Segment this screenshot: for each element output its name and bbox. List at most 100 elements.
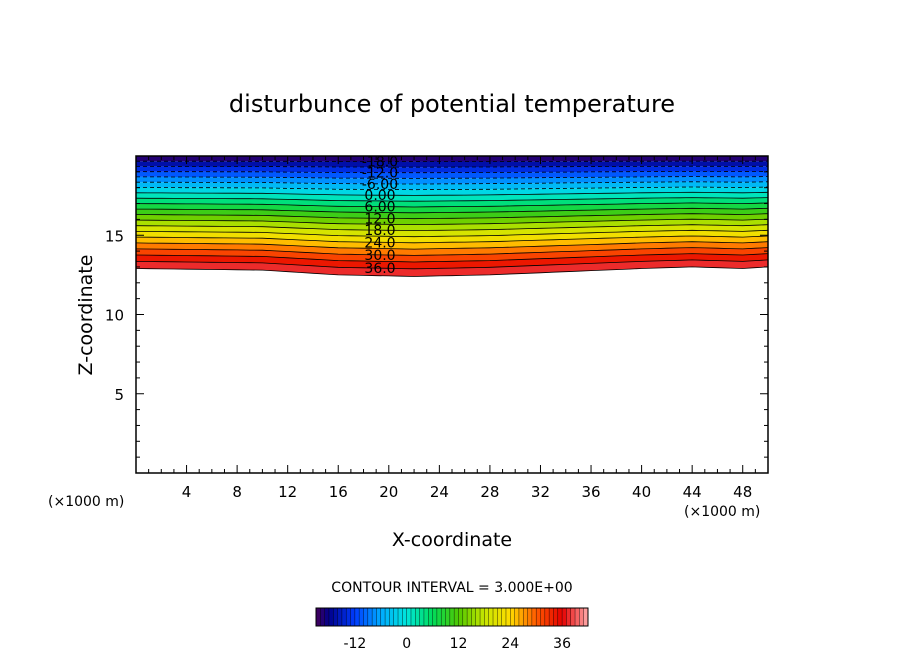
contour-line [135, 235, 769, 244]
contour-labels: -18.0-12.0-6.000.006.0012.018.024.030.03… [362, 155, 398, 278]
y-tick-label: 15 [105, 227, 124, 245]
colorbar-swatch [579, 608, 584, 626]
colorbar-swatch [493, 608, 498, 626]
contour-line [135, 170, 769, 174]
colorbar-swatch [523, 608, 528, 626]
contour-label: -12.0 [362, 166, 398, 182]
contour-line [135, 266, 769, 277]
colorbar-swatch [406, 608, 412, 626]
x-tick-label: 28 [480, 483, 499, 501]
contour-line [135, 218, 769, 226]
y-tick-label: 10 [105, 307, 124, 325]
x-tick-label: 40 [632, 483, 651, 501]
colorbar-swatch [458, 608, 464, 626]
contour-line [135, 224, 769, 232]
colorbar-swatch [346, 608, 351, 626]
colorbar-swatch [488, 608, 494, 626]
colorbar-swatch [536, 608, 541, 626]
contour-band [136, 187, 768, 196]
colorbar-swatch [398, 608, 403, 626]
colorbar-swatch [527, 608, 533, 626]
contour-line [135, 241, 769, 250]
contour-label: 18.0 [364, 223, 395, 239]
colorbar-swatch [415, 608, 420, 626]
colorbar-swatch [324, 608, 330, 626]
colorbar-tick-label: 36 [553, 636, 571, 652]
contour-line [135, 229, 769, 238]
colorbar [315, 607, 589, 627]
contour-line [136, 160, 769, 163]
colorbar-swatch [575, 608, 580, 626]
colorbar-swatch [328, 608, 334, 626]
colorbar-swatch [544, 608, 550, 626]
contour-line [135, 191, 769, 196]
colorbar-swatch [333, 608, 338, 626]
colorbar-swatch [380, 608, 386, 626]
contour-band [136, 253, 768, 269]
contour-line [136, 181, 769, 185]
contour-line [136, 165, 769, 168]
colorbar-swatch [518, 608, 524, 626]
y-axis-unit: (×1000 m) [48, 494, 124, 510]
contour-label: 30.0 [364, 248, 395, 264]
colorbar-swatch [449, 608, 455, 626]
colorbar-swatch [419, 608, 425, 626]
colorbar-swatch [354, 608, 360, 626]
colorbar-swatch [549, 608, 554, 626]
colorbar-swatch [337, 608, 343, 626]
x-axis-ticks: 4 8 12 16 20 24 28 32 36 40 44 48 [148, 156, 756, 501]
x-tick-label: 16 [329, 483, 348, 501]
x-tick-label: 4 [182, 483, 192, 501]
colorbar-swatch [484, 608, 489, 626]
colorbar-swatch [562, 608, 567, 626]
colorbar-swatch [514, 608, 520, 626]
colorbar-swatch [505, 608, 511, 626]
contour-label: 24.0 [364, 235, 395, 251]
y-axis-ticks: 5 10 15 [105, 171, 768, 458]
x-axis-unit: (×1000 m) [684, 504, 760, 520]
contour-label: 0.00 [364, 188, 395, 204]
colorbar-swatch [320, 608, 325, 626]
contour-band [136, 171, 768, 179]
contour-line [136, 213, 769, 220]
contour-line [135, 259, 769, 270]
contour-band [136, 161, 768, 168]
x-tick-label: 12 [278, 483, 297, 501]
colorbar-frame [315, 607, 589, 627]
colorbar-tick-label: 0 [402, 636, 411, 652]
contour-line [135, 253, 769, 263]
y-tick-label: 5 [114, 386, 124, 404]
colorbar-swatch [497, 608, 502, 626]
colorbar-swatch [553, 608, 559, 626]
contour-label: 12.0 [364, 211, 395, 227]
contour-label: -6.00 [362, 177, 398, 193]
colorbar-tick-label: -12 [343, 636, 366, 652]
x-tick-label: 8 [232, 483, 242, 501]
contour-bands [136, 156, 768, 277]
contour-band [136, 192, 768, 202]
colorbar-ticks: -12 0 12 24 36 [343, 636, 571, 652]
contour-band [136, 166, 768, 173]
colorbar-swatch [445, 608, 451, 626]
colorbar-swatch [570, 608, 576, 626]
colorbar-swatch [363, 608, 369, 626]
colorbar-swatch [372, 608, 377, 626]
x-tick-label: 32 [531, 483, 550, 501]
colorbar-swatch [480, 608, 485, 626]
contour-line [136, 176, 769, 179]
colorbar-swatch [316, 608, 321, 626]
contour-line [135, 202, 769, 208]
x-tick-label: 44 [683, 483, 702, 501]
colorbar-swatch [393, 608, 399, 626]
colorbar-swatch [462, 608, 468, 626]
colorbar-swatch [423, 608, 429, 626]
colorbar-swatch [454, 608, 459, 626]
colorbar-swatch [467, 608, 472, 626]
colorbar-swatch [402, 608, 407, 626]
colorbar-swatch [376, 608, 382, 626]
x-tick-label: 36 [581, 483, 600, 501]
colorbar-swatch [475, 608, 481, 626]
colorbar-swatch [583, 608, 589, 626]
colorbar-swatch [540, 608, 546, 626]
